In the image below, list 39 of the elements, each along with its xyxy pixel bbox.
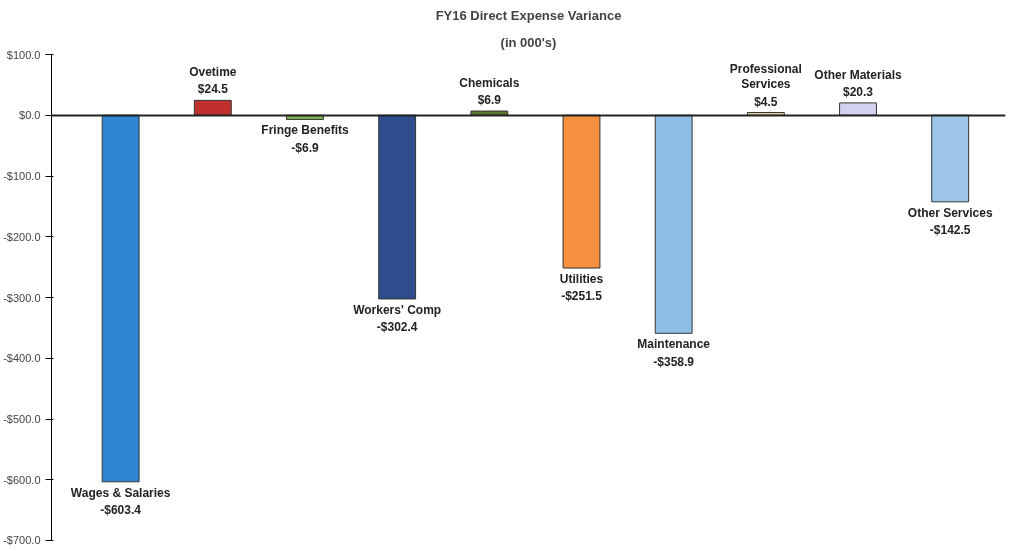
data-label: -$302.4 [376,320,418,335]
x-tick-label: Workers' Comp [353,302,442,317]
data-label: $6.9 [477,93,502,108]
y-tick-label: $0.0 [19,109,41,122]
x-tick-label: Ovetime [189,64,237,79]
y-tick-label: -$600.0 [3,473,41,486]
x-tick-label: Fringe Benefits [261,123,349,138]
y-tick-label: -$100.0 [3,170,41,182]
chart-title: FY16 Direct Expense Variance [435,7,622,23]
y-tick-label: -$500.0 [3,413,41,425]
bar [839,102,877,116]
x-tick-label: Wages & Salaries [70,485,171,500]
bar [562,114,601,269]
x-tick-label: Chemicals [459,75,520,90]
data-label: -$603.4 [100,503,142,518]
data-label: -$6.9 [291,140,319,155]
x-tick-label: Utilities [559,271,604,286]
data-label: $20.3 [843,85,874,100]
chart-subtitle: (in 000's) [500,34,557,50]
x-tick-label: Professional Services [729,61,802,92]
x-tick-label: Other Materials [814,67,903,82]
y-tick-label: -$300.0 [3,291,41,304]
bar [193,99,232,116]
data-label: $24.5 [197,82,229,97]
bar [101,114,140,483]
bar [931,114,970,203]
data-label: -$142.5 [929,223,971,238]
x-tick-label: Other Services [907,205,993,220]
bar [654,114,693,334]
y-tick-label: -$700.0 [3,533,41,546]
x-tick-label: Maintenance [637,337,711,352]
y-tick-label: -$200.0 [3,230,41,243]
y-tick-label: -$400.0 [3,352,41,365]
bar [378,114,417,300]
data-label: $4.5 [754,94,778,109]
data-label: -$251.5 [561,289,603,304]
data-label: -$358.9 [653,354,695,369]
y-tick-label: $100.0 [6,48,41,61]
bar [470,110,509,116]
